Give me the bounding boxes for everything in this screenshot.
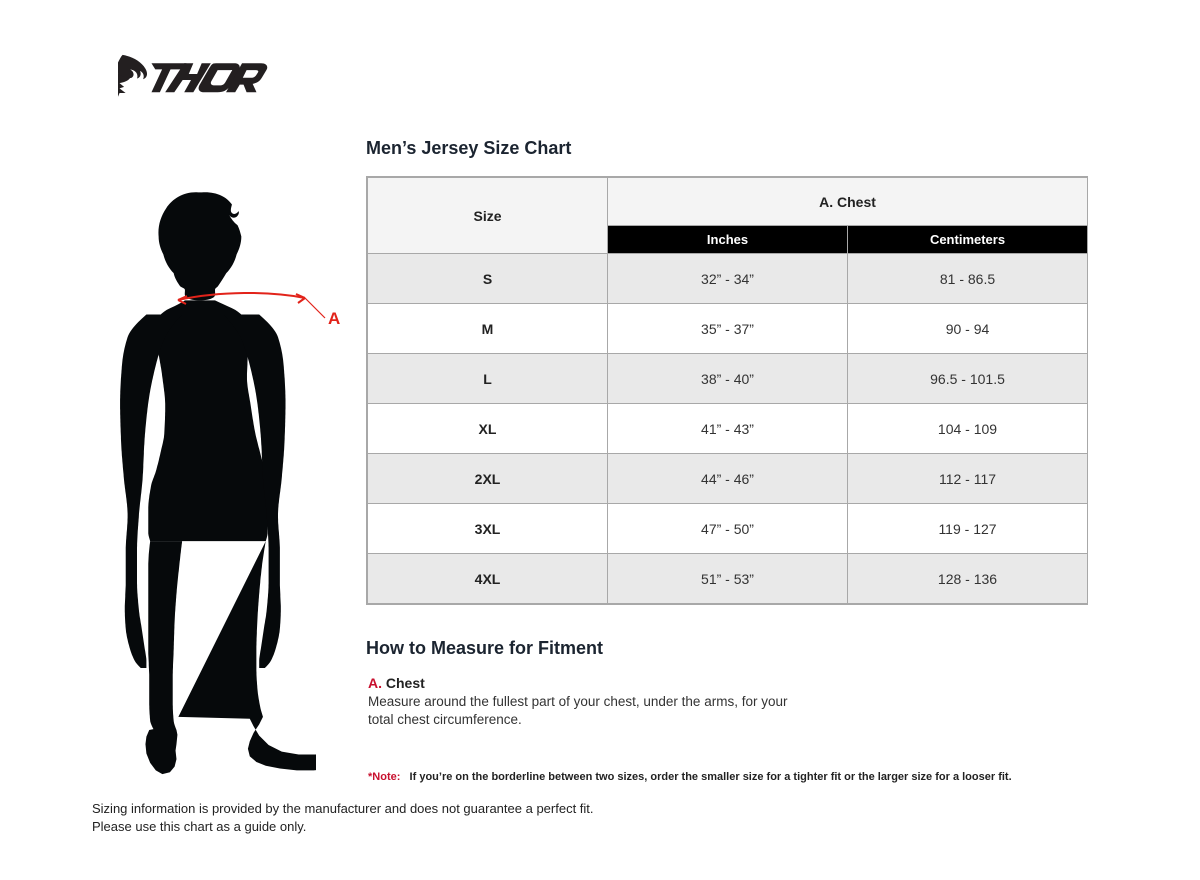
svg-text:A: A <box>328 309 340 328</box>
